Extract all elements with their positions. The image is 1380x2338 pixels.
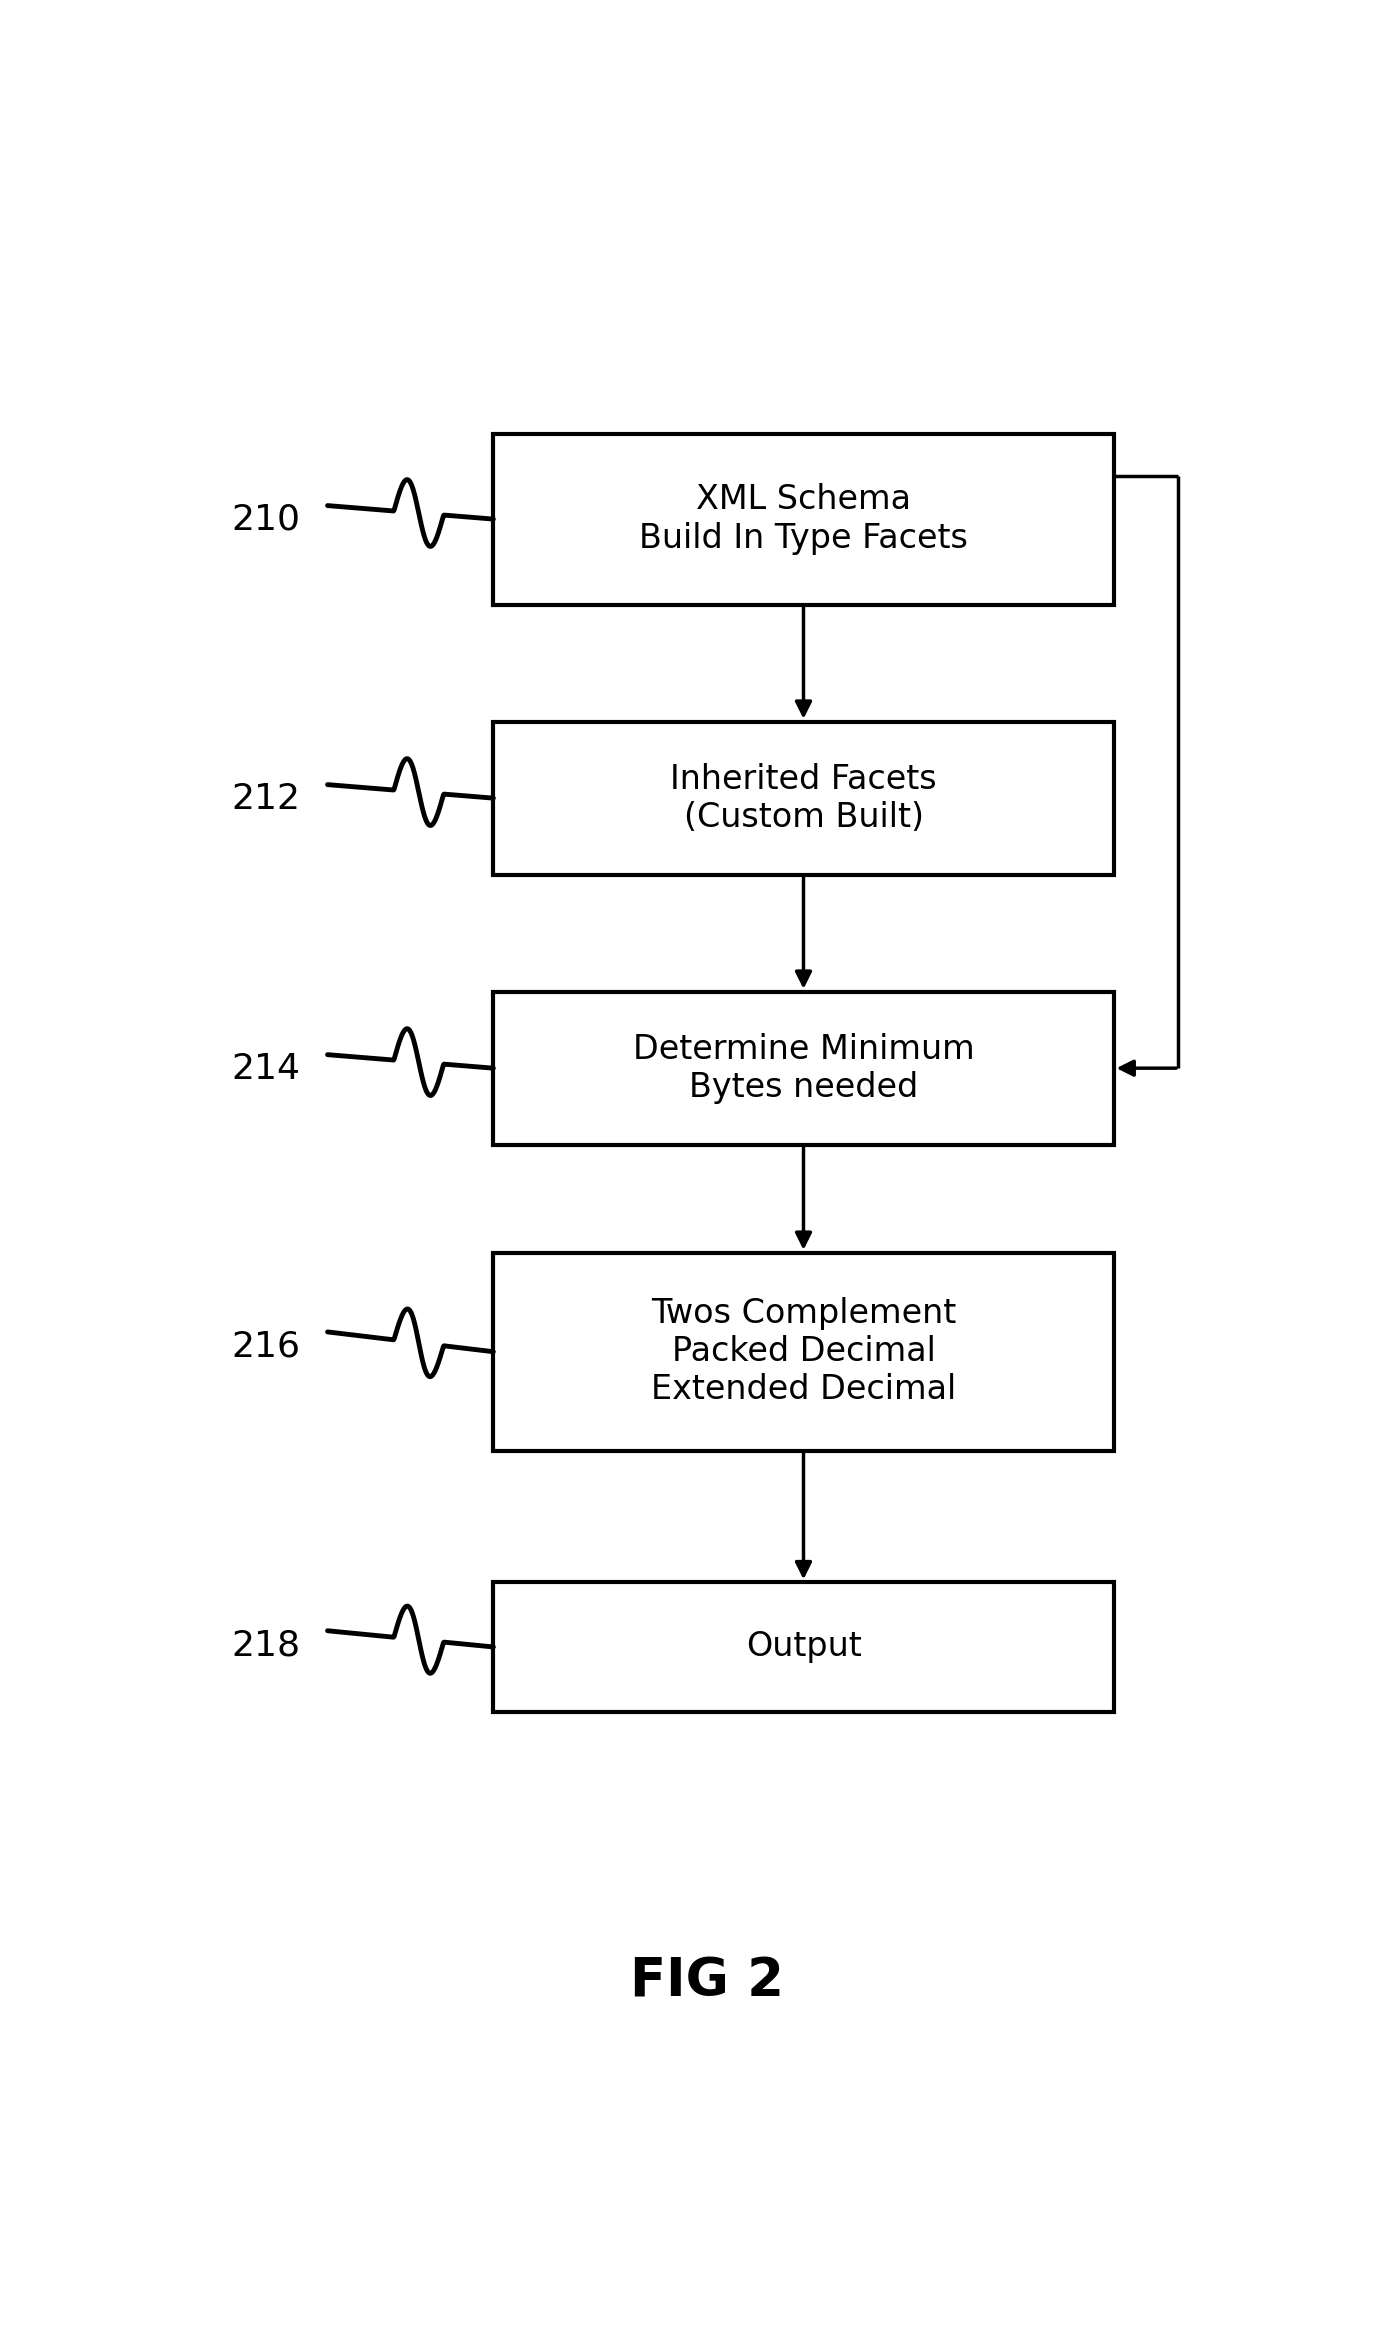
Text: 214: 214: [232, 1052, 301, 1087]
Text: 212: 212: [232, 781, 301, 816]
Text: Twos Complement
Packed Decimal
Extended Decimal: Twos Complement Packed Decimal Extended …: [651, 1298, 956, 1407]
FancyBboxPatch shape: [494, 1583, 1114, 1711]
Text: XML Schema
Build In Type Facets: XML Schema Build In Type Facets: [639, 484, 967, 554]
Text: 210: 210: [232, 503, 301, 538]
FancyBboxPatch shape: [494, 722, 1114, 874]
Text: 218: 218: [232, 1627, 301, 1662]
Text: FIG 2: FIG 2: [631, 1957, 784, 2008]
Text: Output: Output: [745, 1630, 861, 1662]
FancyBboxPatch shape: [494, 1253, 1114, 1450]
Text: 216: 216: [232, 1330, 301, 1363]
FancyBboxPatch shape: [494, 433, 1114, 606]
FancyBboxPatch shape: [494, 991, 1114, 1146]
Text: Determine Minimum
Bytes needed: Determine Minimum Bytes needed: [632, 1033, 974, 1104]
Text: Inherited Facets
(Custom Built): Inherited Facets (Custom Built): [671, 762, 937, 835]
